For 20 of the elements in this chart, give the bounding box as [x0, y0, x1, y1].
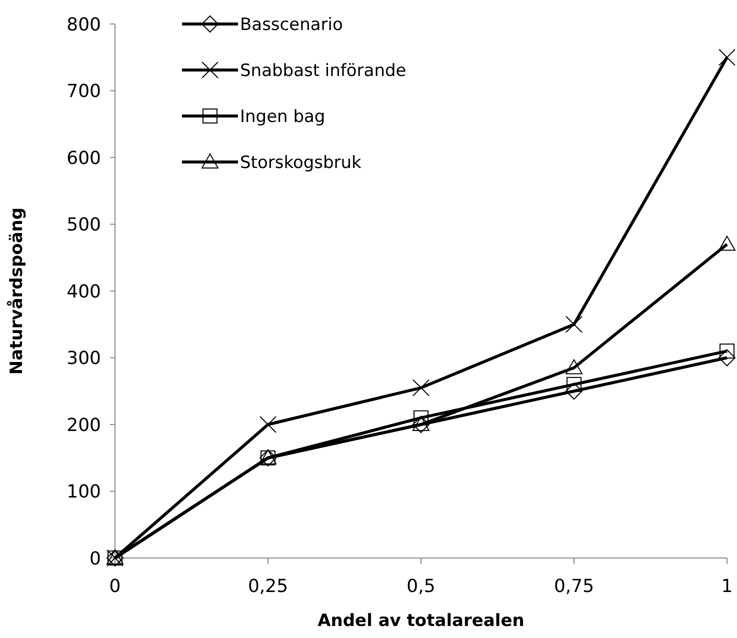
legend-label: Ingen bag [240, 106, 326, 127]
y-tick-label: 100 [66, 482, 101, 503]
y-tick-label: 200 [66, 414, 101, 436]
y-tick-label: 300 [66, 348, 101, 370]
x-tick-label: 0,75 [554, 576, 594, 597]
x-tick-label: 0,5 [406, 576, 436, 597]
legend-label: Storskogsbruk [240, 152, 362, 173]
y-tick-label: 400 [66, 281, 101, 302]
y-tick-label: 800 [66, 14, 101, 36]
x-tick-label: 0 [109, 576, 121, 597]
x-axis-title: Andel av totalarealen [318, 611, 524, 631]
y-tick-label: 500 [66, 214, 101, 236]
y-axis-title: Naturvårdspoäng [6, 207, 27, 375]
x-tick-label: 1 [721, 576, 733, 597]
x-tick-label: 0,25 [248, 576, 288, 597]
y-tick-label: 600 [66, 148, 101, 169]
y-tick-label: 700 [66, 81, 101, 102]
y-tick-label: 0 [90, 548, 101, 570]
legend-label: Basscenario [240, 14, 343, 35]
legend-label: Snabbast införande [240, 60, 406, 81]
